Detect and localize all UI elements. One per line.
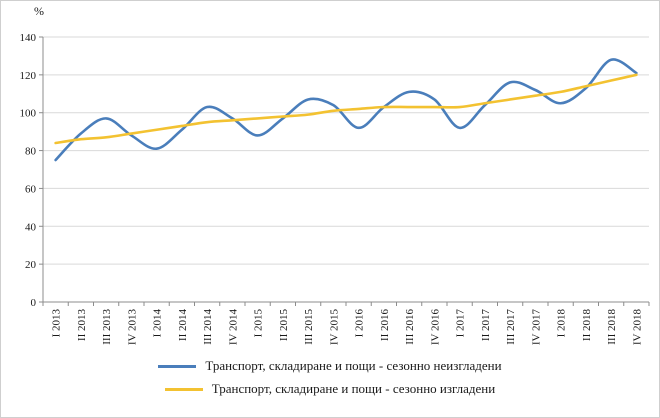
x-axis-tick-label: I 2013 (51, 309, 63, 338)
x-axis-tick-label: I 2015 (253, 309, 265, 338)
y-axis-tick-label: 140 (20, 32, 37, 44)
plot-area: % 0 20 40 60 80 100 120 140 I 2013 II 2013 III 201… (20, 4, 650, 346)
x-axis-tick-label: I 2014 (152, 309, 164, 338)
x-axis-tick-label: II 2014 (177, 309, 189, 342)
x-axis-tick-label: III 2014 (202, 309, 214, 345)
series-line-1 (54, 73, 638, 145)
x-axis-tick-label: II 2013 (76, 309, 88, 342)
y-axis-tick-label: 40 (25, 221, 37, 233)
x-axis-tick-label: II 2017 (480, 309, 492, 342)
x-axis-tick-label: IV 2016 (429, 309, 441, 346)
series-line-0 (54, 58, 638, 162)
legend-label-adjusted: Транспорт, складиране и пощи - сезонно и… (211, 381, 496, 396)
legend: Транспорт, складиране и пощи - сезонно н… (1, 358, 659, 397)
x-axis-tick-label: III 2013 (101, 309, 113, 345)
x-axis-tick-label: IV 2018 (631, 309, 643, 346)
legend-label-unadjusted: Транспорт, складиране и пощи - сезонно н… (205, 358, 502, 373)
x-axis-tick-label: II 2015 (278, 309, 290, 342)
x-axis-tick-label: II 2016 (379, 309, 391, 342)
x-axis-tick-label: I 2017 (455, 309, 467, 338)
legend-line-unadjusted-icon (158, 364, 197, 368)
legend-line-adjusted-icon (164, 387, 203, 391)
y-axis-tick-label: 100 (20, 108, 37, 120)
x-axis-tick-label: I 2018 (556, 309, 568, 338)
x-axis-tick-label: IV 2017 (530, 309, 542, 346)
x-axis-tick-label: IV 2013 (126, 309, 138, 346)
y-axis-tick-label: 0 (31, 297, 37, 309)
x-axis-tick-label: IV 2014 (227, 309, 239, 346)
x-axis-tick-label: II 2018 (581, 309, 593, 342)
x-axis-tick-label: III 2015 (303, 309, 315, 345)
x-axis-tick-label: III 2016 (404, 309, 416, 345)
y-axis-tick-label: 60 (25, 183, 37, 195)
y-axis-unit-label: % (34, 4, 44, 18)
y-axis-tick-label: 20 (25, 259, 37, 271)
legend-item-unadjusted: Транспорт, складиране и пощи - сезонно н… (158, 358, 502, 374)
y-axis-tick-label: 80 (25, 146, 37, 158)
x-axis-tick-label: III 2017 (505, 309, 517, 345)
x-axis-tick-label: IV 2015 (328, 309, 340, 346)
y-axis-tick-label: 120 (20, 70, 37, 82)
x-axis-tick-label: I 2016 (354, 309, 366, 338)
x-axis-tick-label: III 2018 (606, 309, 618, 345)
legend-item-adjusted: Транспорт, складиране и пощи - сезонно и… (164, 381, 496, 397)
